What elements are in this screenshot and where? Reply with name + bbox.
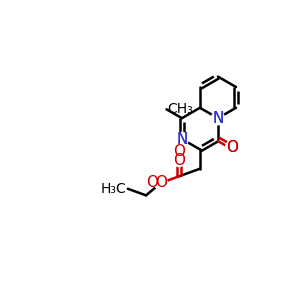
Text: O: O	[226, 140, 238, 155]
Text: N: N	[212, 111, 224, 126]
Text: O: O	[173, 143, 185, 158]
Text: N: N	[176, 131, 188, 146]
Text: O: O	[226, 140, 238, 155]
Text: O: O	[155, 176, 167, 190]
Circle shape	[176, 133, 188, 146]
Text: N: N	[212, 111, 224, 126]
Circle shape	[226, 141, 238, 154]
Text: H₃C: H₃C	[100, 182, 126, 196]
Circle shape	[154, 176, 167, 190]
Text: CH₃: CH₃	[167, 102, 193, 116]
Circle shape	[172, 154, 185, 166]
Text: O: O	[146, 176, 158, 190]
Text: O: O	[173, 152, 185, 167]
Circle shape	[212, 112, 224, 125]
Text: N: N	[176, 131, 188, 146]
